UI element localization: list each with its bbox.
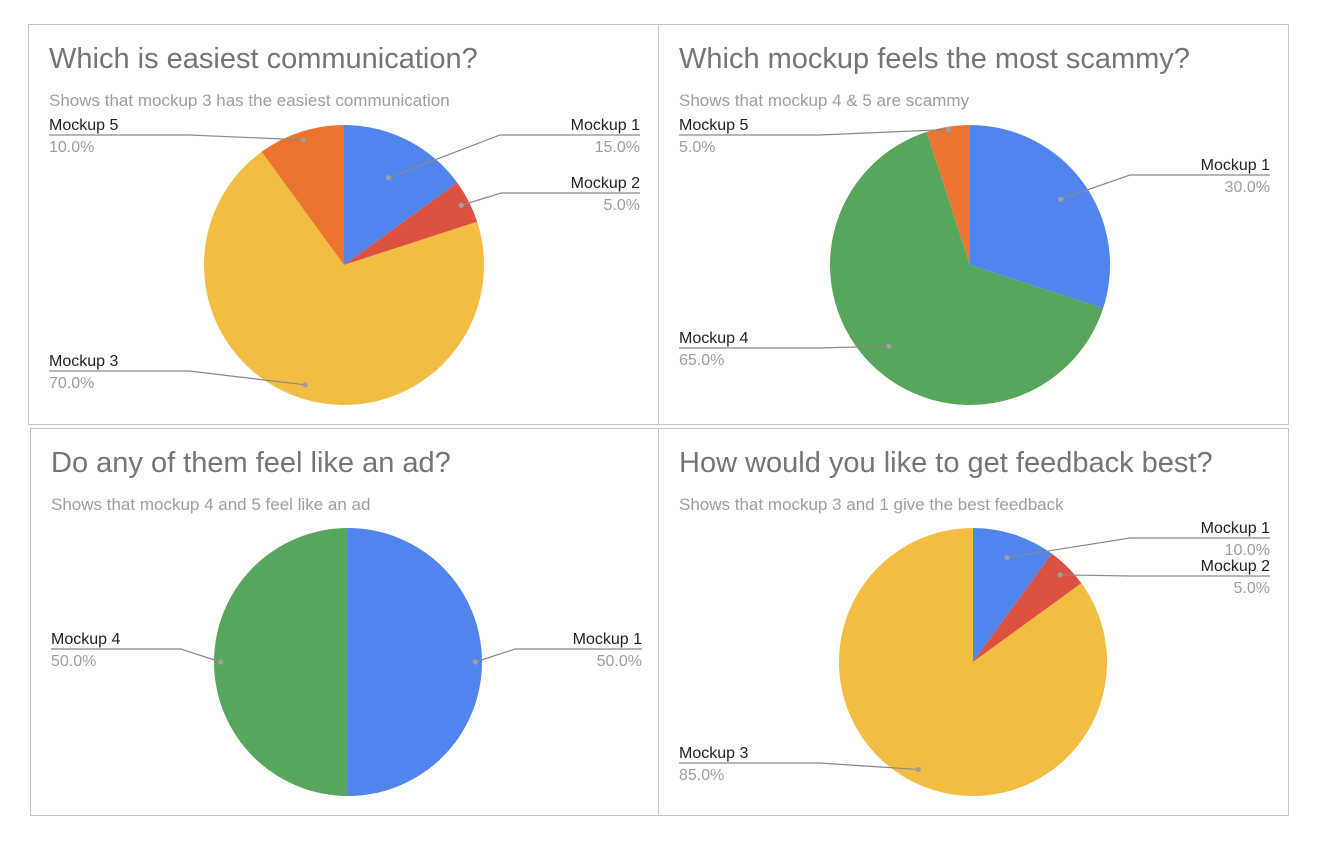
pie-slice-mockup-4 bbox=[214, 528, 348, 796]
chart-title: Which is easiest communication? bbox=[49, 43, 478, 75]
leader-dot-mockup-1 bbox=[472, 659, 478, 665]
slice-percent-mockup-3: 70.0% bbox=[49, 375, 94, 392]
chart-panel-most-scammy: Which mockup feels the most scammy? Show… bbox=[658, 24, 1289, 425]
slice-percent-mockup-1: 50.0% bbox=[597, 653, 642, 670]
leader-line-mockup-1 bbox=[1006, 537, 1270, 559]
leader-dot-mockup-5 bbox=[300, 137, 306, 143]
slice-label-mockup-1: Mockup 1 bbox=[1201, 520, 1270, 537]
chart-subtitle: Shows that mockup 4 & 5 are scammy bbox=[679, 91, 970, 110]
slice-percent-mockup-4: 65.0% bbox=[679, 352, 724, 369]
slice-label-mockup-1: Mockup 1 bbox=[571, 117, 640, 134]
slice-percent-mockup-1: 30.0% bbox=[1225, 179, 1270, 196]
leader-dot-mockup-4 bbox=[886, 343, 892, 349]
pie-slice-mockup-2 bbox=[973, 553, 1082, 662]
chart-panel-easiest-communication: Which is easiest communication? Shows th… bbox=[28, 24, 659, 425]
pie-slice-mockup-5 bbox=[926, 125, 970, 265]
pie-chart-feel-like-ad: Mockup 1 50.0% Mockup 4 50.0% bbox=[51, 528, 642, 796]
leader-dot-mockup-3 bbox=[302, 382, 308, 388]
slice-label-mockup-5: Mockup 5 bbox=[679, 117, 748, 134]
slice-label-mockup-5: Mockup 5 bbox=[49, 117, 118, 134]
slice-percent-mockup-2: 5.0% bbox=[604, 197, 640, 214]
pie-slice-mockup-1 bbox=[348, 528, 482, 796]
slice-percent-mockup-5: 10.0% bbox=[49, 139, 94, 156]
leader-line-mockup-5 bbox=[49, 134, 304, 141]
slice-label-mockup-2: Mockup 2 bbox=[1201, 558, 1270, 575]
slice-percent-mockup-4: 50.0% bbox=[51, 653, 96, 670]
pie-chart-most-scammy: Mockup 1 30.0% Mockup 4 65.0% Mockup 5 5.0% bbox=[679, 117, 1270, 405]
slice-percent-mockup-1: 10.0% bbox=[1225, 542, 1270, 559]
pie-slice-mockup-3 bbox=[204, 151, 484, 405]
slice-label-mockup-3: Mockup 3 bbox=[679, 745, 748, 762]
leader-line-mockup-2 bbox=[1060, 574, 1270, 577]
leader-line-mockup-5 bbox=[679, 128, 949, 136]
chart-title: Which mockup feels the most scammy? bbox=[679, 43, 1190, 75]
slice-label-mockup-4: Mockup 4 bbox=[679, 330, 748, 347]
leader-line-mockup-3 bbox=[679, 762, 919, 771]
chart-subtitle: Shows that mockup 3 and 1 give the best … bbox=[679, 495, 1064, 514]
leader-dot-mockup-1 bbox=[1004, 554, 1010, 561]
slice-label-mockup-3: Mockup 3 bbox=[49, 353, 118, 370]
chart-subtitle: Shows that mockup 4 and 5 feel like an a… bbox=[51, 495, 371, 514]
pie-slice-mockup-3 bbox=[838, 528, 1107, 796]
pie-slice-mockup-4 bbox=[830, 131, 1104, 405]
leader-dot-mockup-4 bbox=[218, 659, 224, 665]
leader-line-mockup-1 bbox=[1060, 174, 1270, 200]
leader-dot-mockup-2 bbox=[1057, 572, 1063, 578]
chart-panel-feedback-best: How would you like to get feedback best?… bbox=[658, 428, 1289, 816]
slice-label-mockup-1: Mockup 1 bbox=[1201, 157, 1270, 174]
pie-slice-mockup-5 bbox=[261, 125, 344, 265]
pie-chart-feedback-best: Mockup 1 10.0%Mockup 2 5.0% Mockup 3 85.0% bbox=[679, 520, 1270, 796]
leader-dot-mockup-1 bbox=[385, 175, 392, 181]
pie-chart-easiest-communication: Mockup 1 15.0% Mockup 2 5.0% Mockup 3 70.0% Mo… bbox=[49, 117, 640, 405]
slice-label-mockup-4: Mockup 4 bbox=[51, 631, 120, 648]
chart-title: How would you like to get feedback best? bbox=[679, 447, 1213, 479]
pie-slice-mockup-1 bbox=[344, 125, 458, 265]
leader-line-mockup-4 bbox=[679, 345, 889, 349]
slice-percent-mockup-1: 15.0% bbox=[595, 139, 640, 156]
leader-line-mockup-2 bbox=[461, 192, 640, 206]
chart-subtitle: Shows that mockup 3 has the easiest comm… bbox=[49, 91, 450, 110]
leader-dot-mockup-2 bbox=[458, 202, 464, 208]
chart-title: Do any of them feel like an ad? bbox=[51, 447, 451, 479]
leader-dot-mockup-3 bbox=[915, 766, 921, 773]
leader-line-mockup-3 bbox=[49, 370, 306, 386]
chart-panel-feel-like-ad: Do any of them feel like an ad? Shows th… bbox=[30, 428, 661, 816]
pie-slice-mockup-1 bbox=[973, 528, 1052, 662]
leader-line-mockup-1 bbox=[475, 648, 642, 663]
pie-slice-mockup-1 bbox=[970, 125, 1110, 309]
leader-line-mockup-4 bbox=[51, 648, 221, 663]
slice-label-mockup-1: Mockup 1 bbox=[573, 631, 642, 648]
slice-label-mockup-2: Mockup 2 bbox=[571, 175, 640, 192]
pie-slice-mockup-2 bbox=[344, 182, 478, 265]
slice-percent-mockup-2: 5.0% bbox=[1234, 580, 1270, 597]
slice-percent-mockup-5: 5.0% bbox=[679, 139, 715, 156]
leader-dot-mockup-1 bbox=[1058, 196, 1064, 202]
leader-dot-mockup-5 bbox=[945, 126, 952, 133]
slice-percent-mockup-3: 85.0% bbox=[679, 767, 724, 784]
leader-line-mockup-1 bbox=[388, 134, 640, 179]
